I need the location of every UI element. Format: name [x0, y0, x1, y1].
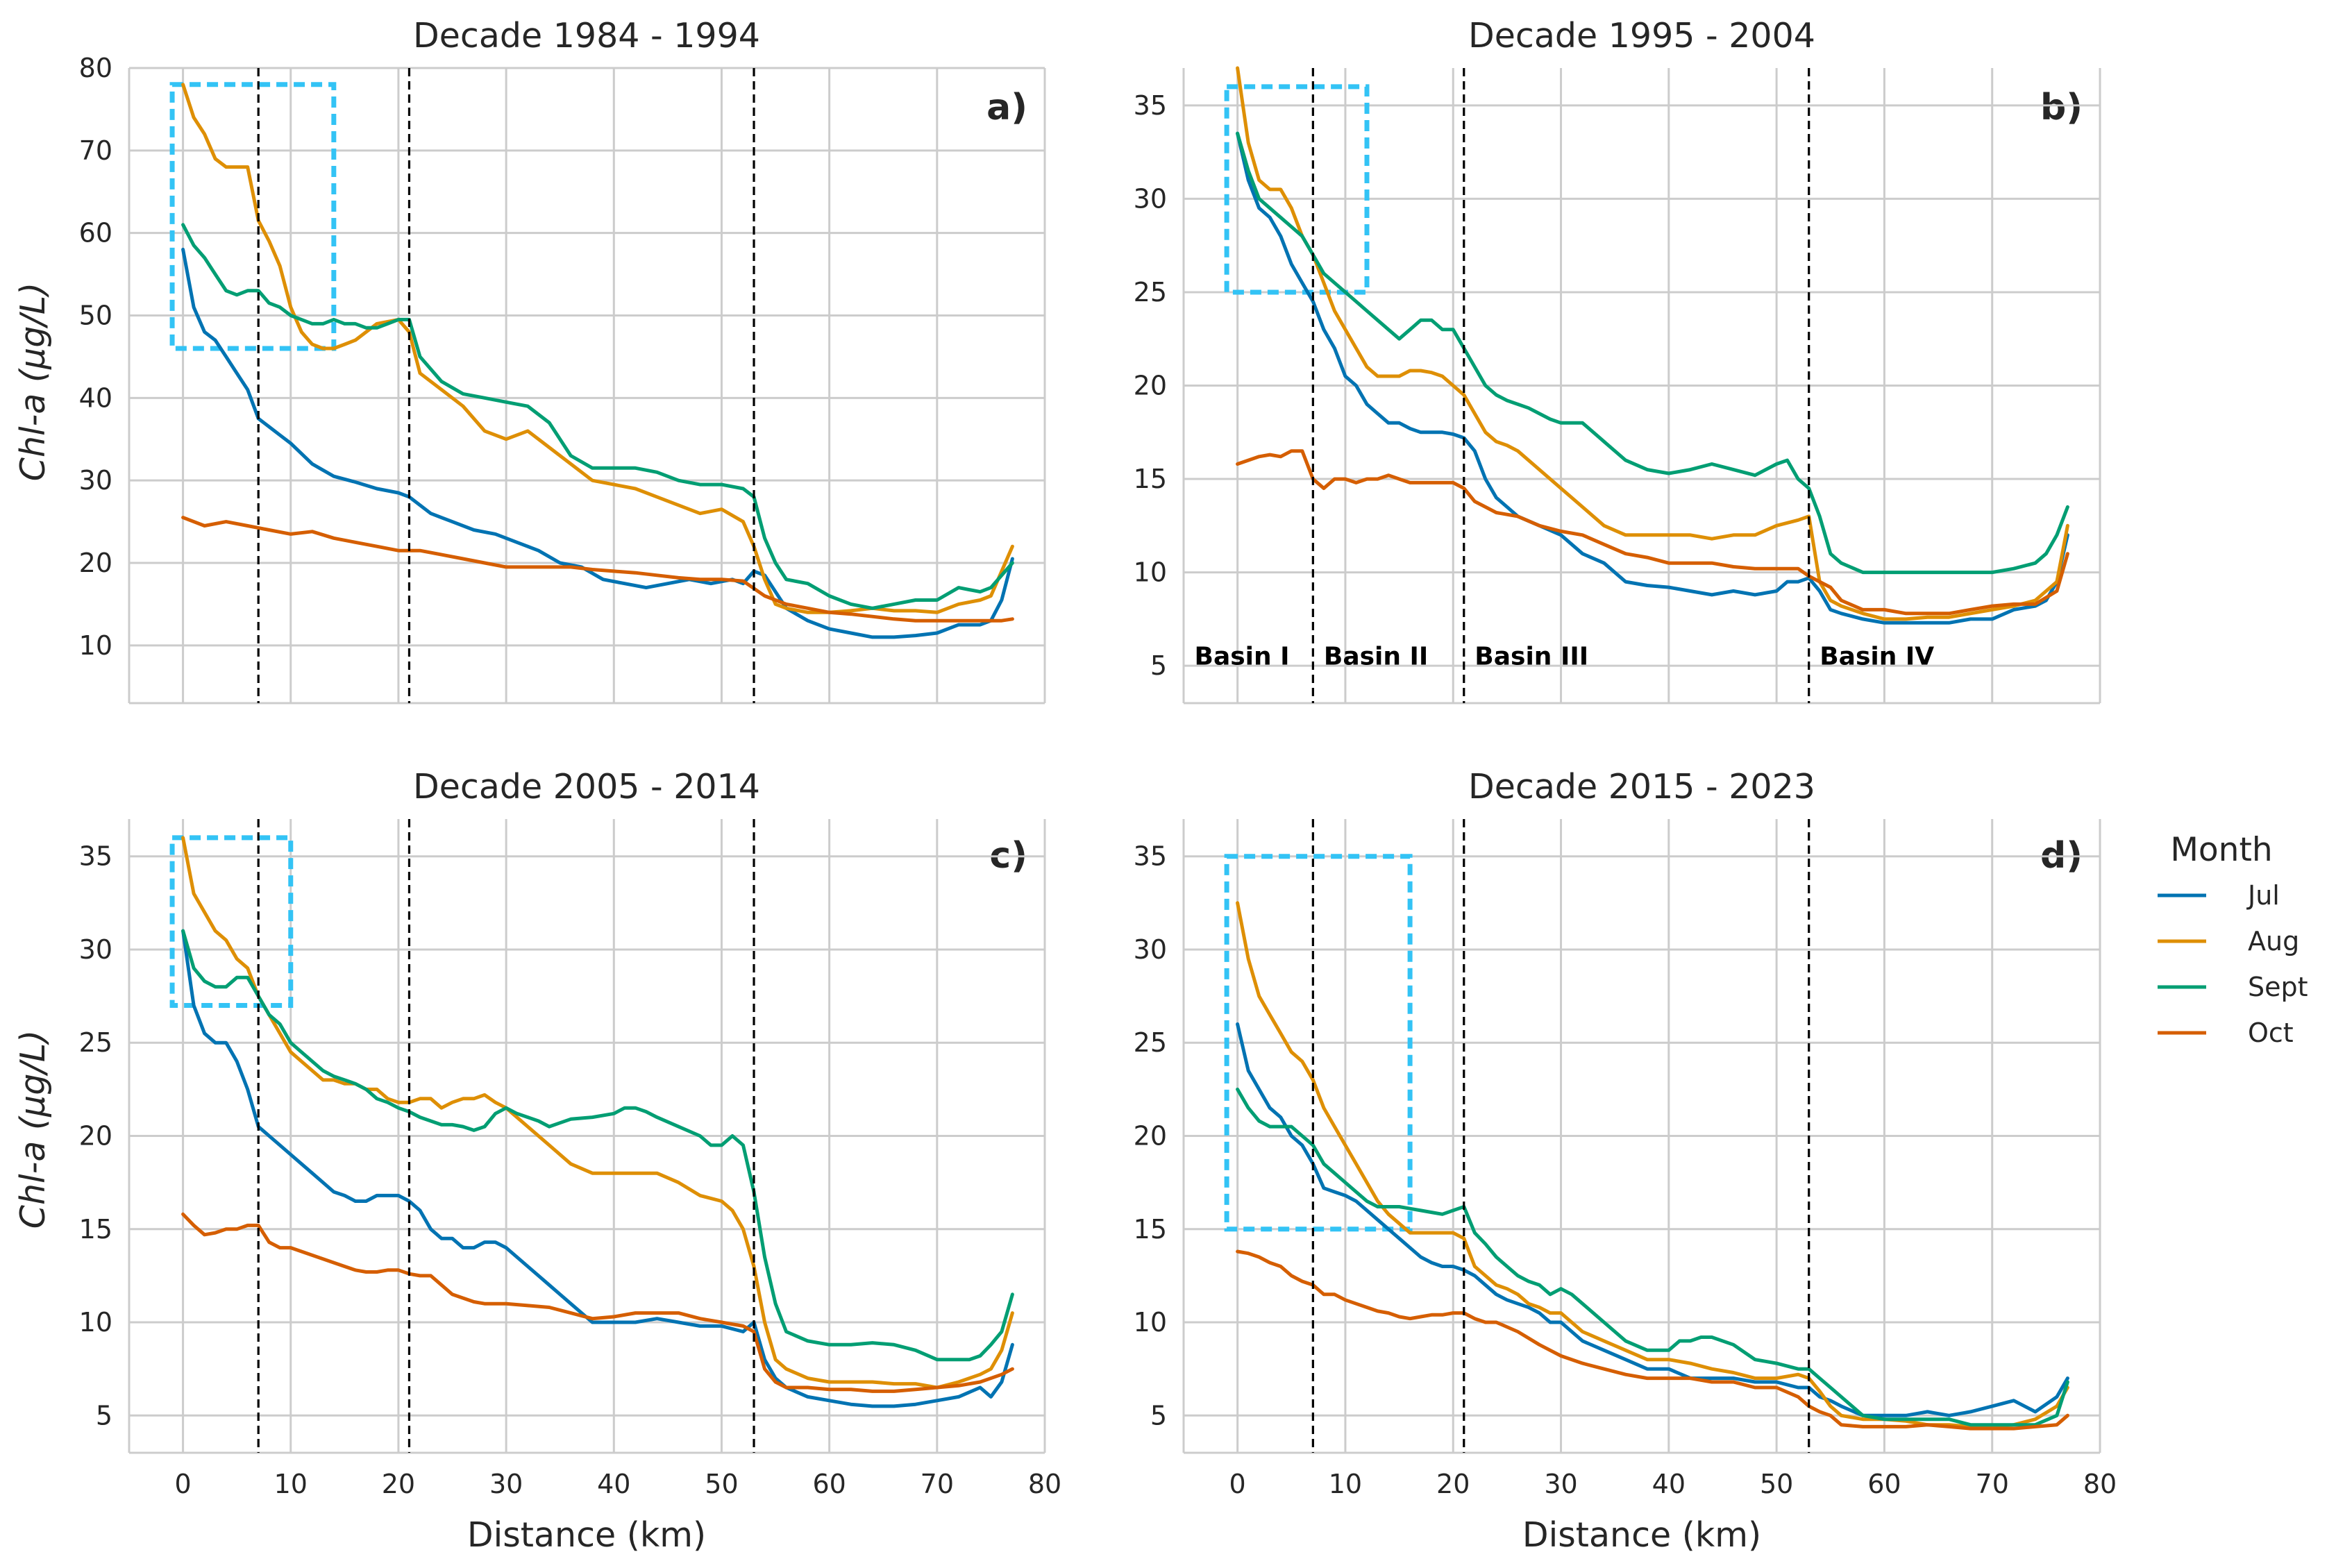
series-line-sept	[1236, 131, 2069, 575]
x-tick-label: 0	[1229, 1469, 1246, 1499]
panel-title: Decade 2005 - 2014	[413, 767, 760, 807]
basin-label: Basin IV	[1820, 643, 1934, 671]
y-tick-label: 5	[1150, 650, 1167, 681]
y-axis-label: Chl-a (μg/L)	[13, 1030, 53, 1229]
series-line-jul	[1236, 131, 2069, 625]
series-line-aug	[1236, 66, 2069, 621]
basin-label: Basin I	[1195, 643, 1290, 671]
legend-label: Jul	[2246, 880, 2280, 911]
x-tick-label: 30	[489, 1469, 523, 1499]
series-line-oct	[1236, 1249, 2069, 1431]
y-tick-label: 20	[79, 1121, 112, 1152]
x-tick-label: 80	[1028, 1469, 1061, 1499]
series-line-oct	[1236, 449, 2069, 616]
y-tick-label: 10	[1134, 1307, 1167, 1338]
y-tick-label: 10	[79, 630, 112, 661]
x-tick-label: 70	[1976, 1469, 2009, 1499]
legend-items: Jul Aug Sept Oct	[2158, 880, 2308, 1048]
x-tick-label: 60	[812, 1469, 846, 1499]
series-line-oct	[181, 1212, 1014, 1393]
x-tick-label: 0	[174, 1469, 191, 1499]
x-tick-label: 20	[1436, 1469, 1470, 1499]
x-tick-label: 80	[2083, 1469, 2117, 1499]
series-line-jul	[181, 247, 1014, 639]
y-tick-label: 30	[79, 934, 112, 965]
series-line-aug	[181, 83, 1014, 614]
y-axis-label: Chl-a (μg/L)	[13, 283, 53, 482]
y-tick-label: 25	[1134, 1027, 1167, 1058]
y-tick-label: 25	[1134, 277, 1167, 307]
basin-label: Basin II	[1324, 643, 1428, 671]
x-tick-label: 50	[1760, 1469, 1793, 1499]
series-line-sept	[181, 223, 1014, 610]
y-tick-label: 70	[79, 135, 112, 166]
y-tick-label: 10	[79, 1307, 112, 1338]
highlight-box	[169, 82, 337, 351]
panel-title: Decade 1984 - 1994	[413, 16, 760, 56]
y-tick-label: 35	[1134, 841, 1167, 872]
y-tick-label: 20	[1134, 371, 1167, 401]
x-axis-label: Distance (km)	[467, 1515, 706, 1555]
plot-area: 10 20 30 40 50 60 70 80	[79, 53, 1046, 705]
plot-area: 5 10 15 20 25 30 35 0 10 20 30 40 50 60 70 80	[1134, 819, 2117, 1499]
legend-label: Sept	[2248, 972, 2308, 1002]
y-tick-label: 30	[1134, 183, 1167, 214]
x-tick-label: 20	[382, 1469, 415, 1499]
y-tick-label: 25	[79, 1027, 112, 1058]
panel-d: Decade 2015 - 2023 d) Distance (km) 5101…	[1134, 767, 2117, 1555]
y-axis-label-text: Chl-a (μg/L)	[13, 283, 53, 482]
y-tick-label: 20	[79, 548, 112, 578]
x-tick-label: 50	[705, 1469, 738, 1499]
y-tick-label: 30	[79, 465, 112, 496]
legend-label: Oct	[2248, 1018, 2294, 1048]
legend: Month Jul Aug Sept Oct	[2158, 831, 2308, 1048]
y-tick-label: 80	[79, 53, 112, 83]
y-axis-label-text: Chl-a (μg/L)	[13, 1030, 53, 1229]
y-tick-label: 15	[79, 1214, 112, 1245]
y-tick-label: 35	[1134, 90, 1167, 121]
panel-title: Decade 2015 - 2023	[1468, 767, 1815, 807]
basin-label: Basin III	[1474, 643, 1588, 671]
highlight-box	[1224, 854, 1413, 1232]
panel-label: a)	[986, 87, 1027, 128]
series-line-sept	[181, 929, 1014, 1362]
y-tick-label: 20	[1134, 1121, 1167, 1152]
x-tick-label: 60	[1867, 1469, 1901, 1499]
panel-title: Decade 1995 - 2004	[1468, 16, 1815, 56]
plot-area: 5 10 15 20 25 30 35 0 10 20 30 40 50 60 70 80	[79, 819, 1061, 1499]
panel-a: Decade 1984 - 1994 a) Chl-a (μg/L) 10 20 3…	[13, 16, 1046, 705]
x-tick-label: 10	[274, 1469, 308, 1499]
highlight-box	[1224, 84, 1370, 295]
panel-b: Decade 1995 - 2004 b) 5 10 15 20 25 30 35 Basin…	[1134, 16, 2101, 705]
panel-c: Decade 2005 - 2014 c) Chl-a (μg/L) Dista…	[13, 767, 1061, 1555]
legend-label: Aug	[2248, 926, 2299, 956]
legend-title: Month	[2170, 831, 2272, 869]
y-tick-label: 35	[79, 841, 112, 872]
series-line-oct	[181, 516, 1014, 623]
series-line-aug	[181, 836, 1014, 1390]
y-tick-label: 60	[79, 218, 112, 248]
highlight-box	[169, 835, 294, 1009]
y-tick-label: 5	[96, 1400, 112, 1431]
series-line-jul	[1236, 1022, 2069, 1417]
panel-label: b)	[2040, 87, 2083, 128]
x-tick-label: 40	[597, 1469, 630, 1499]
y-tick-label: 30	[1134, 934, 1167, 965]
series-line-aug	[1236, 901, 2069, 1428]
x-axis-label: Distance (km)	[1522, 1515, 1761, 1555]
x-tick-label: 30	[1544, 1469, 1577, 1499]
y-tick-label: 50	[79, 300, 112, 330]
series-line-jul	[181, 929, 1014, 1408]
x-tick-label: 10	[1329, 1469, 1362, 1499]
y-tick-label: 10	[1134, 557, 1167, 588]
series-line-sept	[1236, 1087, 2069, 1427]
x-tick-label: 70	[921, 1469, 954, 1499]
y-tick-label: 5	[1150, 1400, 1167, 1431]
plot-area: 5 10 15 20 25 30 35 Basin I Basin II Basin III Bas…	[1134, 66, 2101, 705]
x-tick-label: 40	[1652, 1469, 1686, 1499]
y-tick-label: 40	[79, 382, 112, 413]
y-tick-label: 15	[1134, 1214, 1167, 1245]
y-tick-label: 15	[1134, 464, 1167, 494]
